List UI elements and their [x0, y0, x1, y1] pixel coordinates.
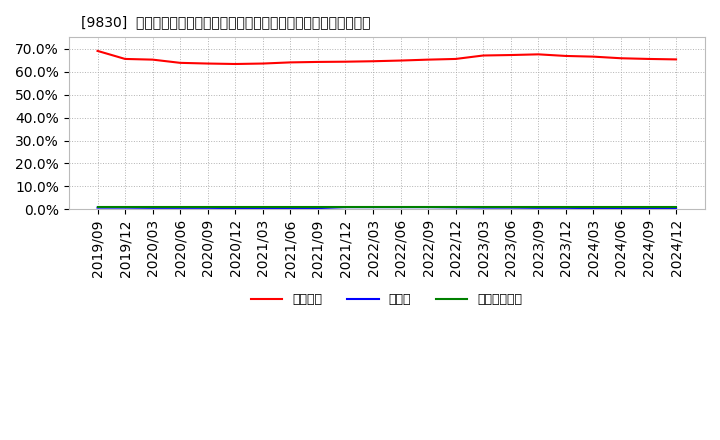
自己資本	[479, 53, 487, 58]
のれん	[506, 205, 515, 210]
繰延税金資産	[176, 205, 184, 210]
自己資本	[314, 59, 323, 65]
繰延税金資産	[396, 205, 405, 210]
繰延税金資産	[148, 205, 157, 210]
自己資本	[616, 55, 625, 61]
自己資本	[506, 52, 515, 58]
のれん	[396, 205, 405, 210]
繰延税金資産	[451, 205, 460, 210]
自己資本	[93, 48, 102, 54]
のれん	[93, 205, 102, 210]
自己資本	[176, 60, 184, 66]
自己資本	[672, 57, 680, 62]
繰延税金資産	[534, 205, 543, 210]
のれん	[286, 205, 294, 211]
自己資本	[204, 61, 212, 66]
Line: 自己資本: 自己資本	[97, 51, 676, 64]
繰延税金資産	[644, 205, 653, 210]
自己資本	[589, 54, 598, 59]
のれん	[616, 205, 625, 211]
のれん	[451, 205, 460, 210]
繰延税金資産	[506, 205, 515, 210]
繰延税金資産	[204, 205, 212, 210]
繰延税金資産	[562, 205, 570, 210]
繰延税金資産	[341, 205, 350, 210]
のれん	[479, 205, 487, 210]
Legend: 自己資本, のれん, 繰延税金資産: 自己資本, のれん, 繰延税金資産	[246, 288, 528, 311]
自己資本	[258, 61, 267, 66]
繰延税金資産	[672, 205, 680, 210]
自己資本	[148, 57, 157, 62]
のれん	[672, 205, 680, 211]
繰延税金資産	[258, 205, 267, 210]
自己資本	[341, 59, 350, 64]
自己資本	[121, 56, 130, 62]
自己資本	[369, 59, 377, 64]
Line: のれん: のれん	[97, 207, 676, 208]
自己資本	[534, 52, 543, 57]
のれん	[562, 205, 570, 210]
のれん	[534, 205, 543, 210]
繰延税金資産	[424, 205, 433, 210]
のれん	[258, 205, 267, 211]
繰延税金資産	[231, 205, 240, 210]
自己資本	[424, 57, 433, 62]
のれん	[369, 205, 377, 210]
自己資本	[286, 60, 294, 65]
繰延税金資産	[286, 205, 294, 210]
繰延税金資産	[616, 205, 625, 210]
繰延税金資産	[369, 205, 377, 210]
自己資本	[562, 53, 570, 59]
のれん	[341, 205, 350, 210]
のれん	[424, 205, 433, 210]
のれん	[644, 205, 653, 211]
繰延税金資産	[121, 205, 130, 210]
繰延税金資産	[314, 205, 323, 210]
のれん	[148, 205, 157, 210]
自己資本	[451, 56, 460, 62]
のれん	[121, 205, 130, 210]
繰延税金資産	[479, 205, 487, 210]
のれん	[176, 205, 184, 210]
自己資本	[231, 61, 240, 66]
自己資本	[396, 58, 405, 63]
自己資本	[644, 56, 653, 62]
のれん	[314, 205, 323, 211]
のれん	[204, 205, 212, 210]
繰延税金資産	[589, 205, 598, 210]
のれん	[589, 205, 598, 211]
のれん	[231, 205, 240, 211]
Text: [9830]  自己資本、のれん、繰延税金資産の総資産に対する比率の推移: [9830] 自己資本、のれん、繰延税金資産の総資産に対する比率の推移	[81, 15, 371, 29]
繰延税金資産	[93, 205, 102, 210]
